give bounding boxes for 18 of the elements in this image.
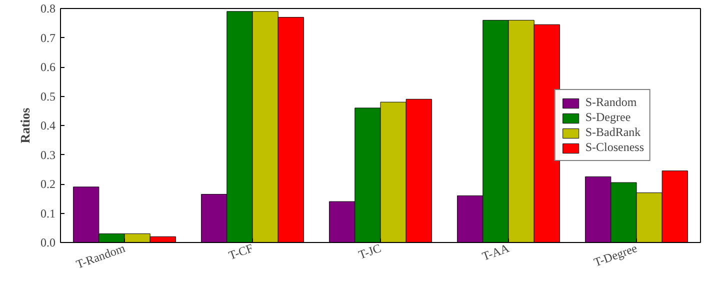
legend-label: S-Degree [585,110,631,125]
legend-label: S-BadRank [585,125,641,140]
y-tick-label: 0.0 [40,236,56,250]
x-tick-label: T-Degree [592,240,639,270]
y-tick-label: 0.3 [40,148,56,162]
y-axis-title: Ratios [18,108,32,144]
x-tick-label: T-JC [356,240,383,262]
y-tick-label: 0.8 [40,2,56,16]
x-tick-label: T-CF [226,240,256,263]
y-tick-label: 0.1 [40,206,56,220]
y-tick-label: 0.2 [40,177,56,191]
y-tick-label: 0.6 [40,60,56,74]
legend-label: S-Random [585,95,637,110]
x-tick-label: T-AA [480,240,512,264]
y-tick-label: 0.4 [40,118,56,132]
y-tick-label: 0.7 [40,30,56,45]
y-tick-label: 0.5 [40,89,56,104]
legend-label: S-Closeness [585,140,644,155]
